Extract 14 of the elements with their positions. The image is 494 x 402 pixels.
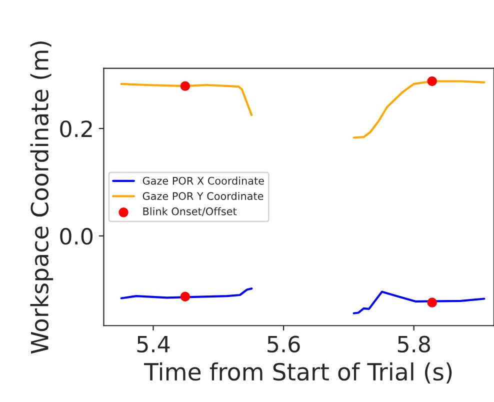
point [427,298,437,308]
point [427,76,437,86]
x-axis-title: Time from Start of Trial (s) [144,362,452,384]
legend-label: Gaze POR X Coordinate [142,176,264,185]
point [180,292,190,302]
y-tick-label: 0.2 [60,120,92,138]
x-tick-label: 5.6 [268,336,300,353]
y-tick-label: 0.0 [60,228,93,245]
x-tick-label: 5.4 [137,336,170,353]
legend-label: Blink Onset/Offset [143,207,237,216]
legend-label: Gaze POR Y Coordinate [142,192,264,200]
y-axis-title: Workspace Coordinate (m) [30,42,54,354]
point [180,81,190,91]
x-tick-label: 5.8 [398,336,430,353]
